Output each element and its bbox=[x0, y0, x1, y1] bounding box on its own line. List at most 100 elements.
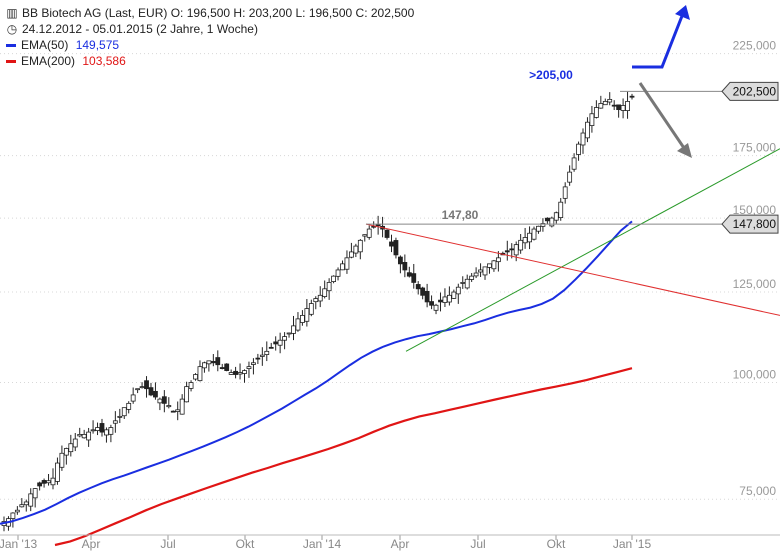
candle-body bbox=[23, 501, 29, 506]
candle-body bbox=[202, 362, 207, 369]
candle-body bbox=[99, 423, 105, 433]
candle-body bbox=[544, 217, 550, 222]
candle-body bbox=[611, 104, 617, 107]
candle-body bbox=[179, 398, 185, 415]
chart-title: BB Biotech AG (Last, EUR) O: 196,500 H: … bbox=[22, 6, 415, 20]
candle-body bbox=[366, 228, 372, 238]
candle-body bbox=[602, 101, 608, 106]
candle-body bbox=[95, 427, 100, 431]
candle-body bbox=[389, 241, 394, 247]
candle-body bbox=[375, 224, 381, 227]
candle-body bbox=[478, 269, 483, 273]
y-tick-label: 175,000 bbox=[733, 141, 777, 155]
candle-body bbox=[593, 107, 599, 118]
candle-body bbox=[295, 318, 301, 331]
candle-body bbox=[415, 284, 421, 290]
candle-body bbox=[300, 315, 305, 323]
candle-body bbox=[420, 287, 426, 296]
candle-body bbox=[68, 443, 74, 453]
x-tick-label: Jul bbox=[160, 537, 175, 551]
price-tag-202500-box bbox=[721, 81, 779, 101]
candle-body bbox=[224, 363, 230, 371]
candle-body bbox=[130, 394, 136, 402]
candle-body bbox=[362, 234, 368, 237]
ema50-line bbox=[0, 220, 633, 525]
x-tick-label: Jan '14 bbox=[303, 537, 342, 551]
candle-body bbox=[620, 105, 626, 111]
candle-body bbox=[469, 275, 475, 280]
bearish-arrowhead bbox=[677, 143, 692, 158]
candle-body bbox=[451, 291, 457, 299]
candle-body bbox=[104, 429, 109, 436]
candle-body bbox=[349, 251, 354, 258]
candle-body bbox=[264, 350, 270, 355]
candle-body bbox=[219, 367, 225, 370]
candle-body bbox=[625, 101, 630, 111]
support-trendline bbox=[405, 148, 780, 352]
candle-body bbox=[72, 438, 78, 448]
candle-body bbox=[277, 339, 283, 346]
bearish-arrow-shaft bbox=[638, 82, 686, 149]
candle-body bbox=[504, 250, 510, 253]
candle-body bbox=[616, 104, 622, 111]
candle-body bbox=[237, 372, 243, 375]
candle-body bbox=[540, 223, 546, 227]
candle-body bbox=[86, 431, 92, 441]
candle-body bbox=[331, 275, 336, 283]
candle-body bbox=[10, 512, 16, 519]
candle-body bbox=[487, 263, 492, 268]
x-tick-label: Okt bbox=[236, 537, 255, 551]
candle-body bbox=[340, 263, 345, 271]
clock-icon: ◷ bbox=[6, 22, 18, 36]
candle-body bbox=[108, 427, 114, 435]
legend-ema50: EMA(50) 149,575 bbox=[6, 38, 119, 52]
candle-body bbox=[126, 402, 132, 410]
candle-body bbox=[77, 434, 83, 437]
chart-period: 24.12.2012 - 05.01.2015 (2 Jahre, 1 Woch… bbox=[22, 22, 258, 36]
candle-body bbox=[353, 245, 359, 254]
price-tag-147800: 147,800 bbox=[733, 217, 777, 231]
x-tick-label: Jan '13 bbox=[0, 537, 37, 551]
candle-body bbox=[117, 415, 123, 418]
candle-body bbox=[135, 388, 141, 391]
legend-ema200-value: 103,586 bbox=[82, 54, 126, 68]
candle-body bbox=[210, 361, 216, 364]
chart-header: ▥ BB Biotech AG (Last, EUR) O: 196,500 H:… bbox=[6, 6, 414, 20]
candle-body bbox=[335, 269, 341, 277]
candle-body bbox=[464, 278, 470, 289]
bullish-arrowhead bbox=[675, 5, 690, 20]
candle-body bbox=[32, 488, 38, 499]
candle-body bbox=[304, 308, 310, 322]
candle-body bbox=[522, 237, 528, 244]
candle-body bbox=[153, 390, 158, 398]
legend-ema200: EMA(200) 103,586 bbox=[6, 54, 126, 68]
candle-body bbox=[282, 336, 287, 341]
candle-body bbox=[580, 132, 586, 146]
candle-body bbox=[460, 282, 466, 284]
candle-body bbox=[46, 480, 51, 484]
candle-body bbox=[495, 257, 501, 263]
candle-body bbox=[491, 260, 497, 270]
candle-body bbox=[509, 248, 515, 251]
candle-body bbox=[567, 171, 573, 183]
ema200-line bbox=[54, 367, 633, 547]
candle-body bbox=[562, 186, 568, 199]
candle-body bbox=[228, 372, 234, 375]
y-tick-label: 150,000 bbox=[733, 203, 777, 217]
candle-body bbox=[455, 286, 461, 295]
candle-body bbox=[576, 143, 581, 155]
candle-body bbox=[63, 448, 69, 456]
candle-body bbox=[170, 410, 176, 413]
legend-ema50-label: EMA(50) bbox=[21, 38, 69, 52]
candle-body bbox=[344, 257, 350, 270]
candle-body bbox=[41, 480, 47, 484]
candle-body bbox=[50, 477, 56, 486]
candle-body bbox=[90, 429, 96, 432]
candle-body bbox=[59, 452, 65, 468]
candle-body bbox=[317, 294, 323, 302]
candle-body bbox=[558, 201, 564, 219]
y-tick-label: 125,000 bbox=[733, 277, 777, 291]
candle-body bbox=[527, 232, 532, 243]
